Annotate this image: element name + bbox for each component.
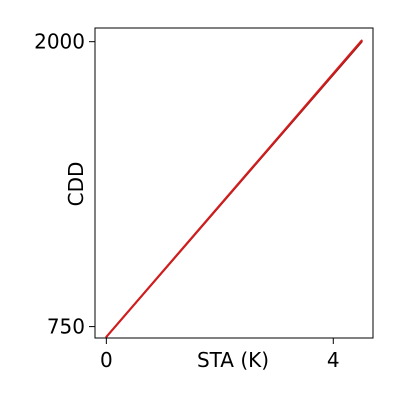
series-line-2	[105, 39, 363, 338]
y-axis-label: CDD	[64, 162, 88, 207]
x-tick-label: 0	[100, 348, 113, 372]
y-tick-label: 2000	[34, 30, 85, 54]
x-axis-label: STA (K)	[197, 348, 269, 372]
y-tick-label: 750	[47, 315, 85, 339]
x-tick-label: 4	[327, 348, 340, 372]
plot-frame	[94, 27, 374, 339]
series-layer	[105, 39, 363, 338]
y-axis-ticks: 750 2000	[34, 30, 95, 339]
